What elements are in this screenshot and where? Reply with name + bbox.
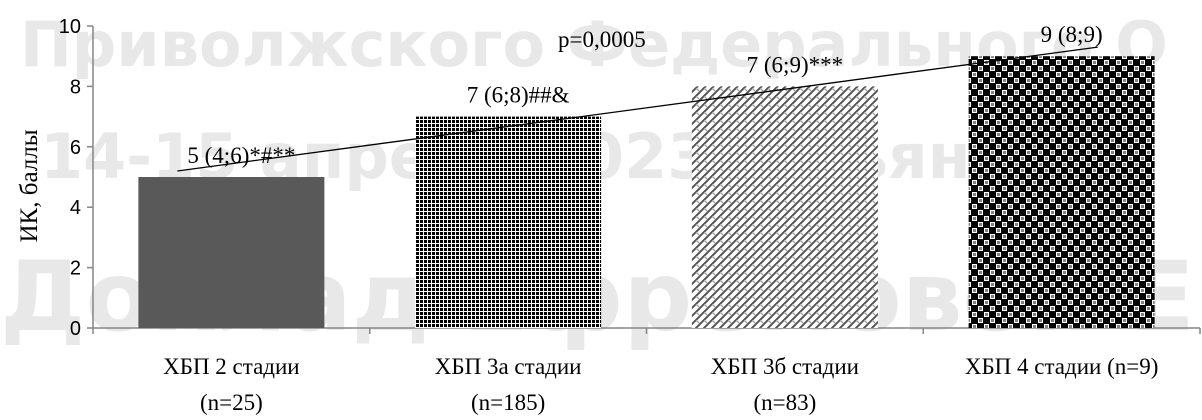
category-label-4: ХБП 4 стадии (n=9) xyxy=(965,354,1159,379)
data-label-1: 5 (4;6)*#** xyxy=(187,143,295,168)
y-ticks: 0 2 4 6 8 10 xyxy=(59,16,93,340)
y-tick-label: 0 xyxy=(70,318,81,340)
y-tick-label: 10 xyxy=(59,16,81,38)
y-tick-label: 2 xyxy=(70,258,81,280)
y-tick-label: 4 xyxy=(70,197,81,219)
category-labels: ХБП 2 стадии (n=25) ХБП 3а стадии (n=185) ХБ… xyxy=(163,354,1158,415)
trend-line-group xyxy=(177,46,1098,172)
bar-1 xyxy=(138,177,325,328)
category-label-2: (n=185) xyxy=(471,390,545,415)
data-label-2: 7 (6;8)##& xyxy=(467,83,570,108)
category-label-2: ХБП 3а стадии xyxy=(435,354,582,379)
bar-4 xyxy=(968,56,1155,328)
p-value-annotation: p=0,0005 xyxy=(558,27,646,52)
data-label-3: 7 (6;9)*** xyxy=(747,52,843,77)
category-label-1: ХБП 2 стадии xyxy=(163,354,300,379)
bar-3 xyxy=(691,86,878,329)
y-tick-label: 8 xyxy=(70,76,81,98)
bar-2 xyxy=(415,116,602,328)
x-ticks xyxy=(92,328,1201,334)
category-label-3: ХБП 3б стадии xyxy=(711,354,859,379)
data-labels: 5 (4;6)*#** 7 (6;8)##& 7 (6;9)*** 9 (8;9) xyxy=(187,22,1102,168)
trend-line xyxy=(177,46,1098,172)
category-label-1: (n=25) xyxy=(200,390,263,415)
y-tick-label: 6 xyxy=(70,137,81,159)
category-label-3: (n=83) xyxy=(753,390,816,415)
bars xyxy=(138,56,1155,329)
data-label-4: 9 (8;9) xyxy=(1041,22,1103,47)
y-axis-label: ИК, баллы xyxy=(16,129,43,242)
